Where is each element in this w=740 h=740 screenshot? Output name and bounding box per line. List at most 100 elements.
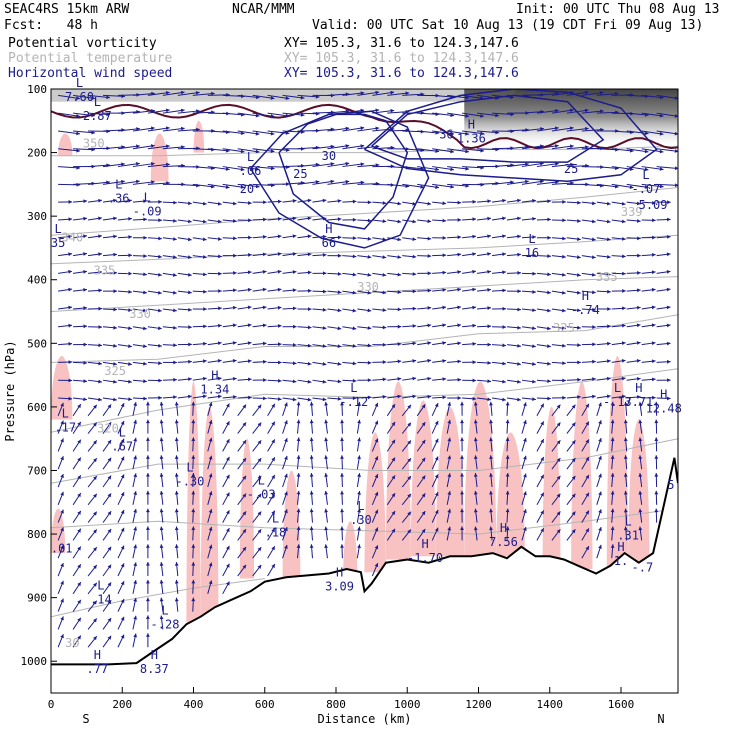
wind-arrow bbox=[654, 490, 659, 505]
wind-arrow bbox=[147, 218, 162, 223]
wind-arrow bbox=[102, 475, 112, 488]
wind-arrow bbox=[641, 200, 656, 205]
wind-arrow bbox=[252, 112, 275, 118]
wind-arrow bbox=[489, 419, 493, 434]
wind-arrow bbox=[551, 200, 566, 204]
wind-arrow bbox=[489, 401, 493, 416]
wind-arrow bbox=[162, 218, 177, 223]
wind-arrow bbox=[117, 598, 125, 612]
wind-arrow bbox=[417, 306, 432, 310]
wind-arrow bbox=[58, 323, 73, 328]
wind-arrow bbox=[387, 307, 402, 312]
wind-arrow bbox=[58, 287, 73, 292]
wind-arrow bbox=[387, 255, 402, 259]
wind-arrow bbox=[237, 511, 247, 523]
extremum-value: -.07 bbox=[631, 182, 660, 196]
wind-arrow bbox=[656, 252, 671, 257]
wind-arrow bbox=[297, 288, 312, 293]
wind-arrow bbox=[417, 201, 432, 206]
wind-arrow bbox=[581, 342, 596, 347]
wind-arrow bbox=[191, 419, 196, 434]
wind-arrow bbox=[654, 437, 659, 452]
wind-arrow bbox=[222, 581, 230, 595]
pv-shading bbox=[364, 432, 386, 573]
wind-arrow bbox=[521, 326, 536, 331]
wind-arrow bbox=[505, 455, 510, 470]
field-pv-xy: XY= 105.3, 31.6 to 124.3,147.6 bbox=[284, 36, 519, 51]
wind-arrow bbox=[57, 456, 64, 470]
extremum-type: L bbox=[55, 222, 62, 236]
wind-arrow bbox=[521, 308, 536, 313]
wind-arrow bbox=[159, 526, 164, 541]
wind-arrow bbox=[536, 308, 551, 313]
wind-arrow bbox=[174, 508, 179, 523]
field-wind-xy: XY= 105.3, 31.6 to 124.3,147.6 bbox=[284, 66, 519, 81]
wind-arrow bbox=[536, 403, 545, 417]
wind-arrow bbox=[342, 162, 365, 168]
wind-arrow bbox=[324, 455, 329, 470]
wind-arrow bbox=[626, 358, 641, 363]
extremum-value: 20 bbox=[240, 182, 254, 196]
wind-arrow bbox=[177, 219, 192, 224]
wind-arrow bbox=[551, 218, 566, 223]
wind-arrow bbox=[132, 633, 138, 648]
wind-arrow bbox=[447, 130, 469, 136]
y-tick-label: 200 bbox=[27, 147, 47, 160]
wind-arrow bbox=[207, 473, 213, 488]
x-tick-label: 1200 bbox=[465, 698, 492, 711]
wind-arrow bbox=[536, 396, 551, 401]
wind-arrow bbox=[87, 252, 102, 257]
wind-arrow bbox=[132, 396, 147, 401]
wind-arrow bbox=[72, 617, 82, 630]
wind-arrow bbox=[282, 402, 288, 416]
wind-arrow bbox=[551, 493, 561, 506]
wind-arrow bbox=[641, 377, 656, 382]
wind-arrow bbox=[416, 404, 426, 417]
wind-arrow bbox=[401, 404, 412, 417]
wind-arrow bbox=[551, 108, 574, 114]
wind-arrow bbox=[102, 421, 112, 434]
wind-arrow bbox=[521, 271, 536, 276]
wind-arrow bbox=[312, 361, 327, 366]
wind-arrow bbox=[177, 90, 200, 96]
wind-arrow bbox=[596, 455, 602, 470]
wind-arrow bbox=[207, 508, 213, 523]
wind-arrow bbox=[102, 234, 117, 239]
wind-arrow bbox=[581, 510, 590, 523]
wind-arrow bbox=[596, 394, 611, 399]
extremum-value: .06 bbox=[240, 164, 262, 178]
wind-arrow bbox=[462, 396, 477, 401]
wind-arrow bbox=[611, 358, 626, 363]
extremum-type: H bbox=[500, 521, 507, 535]
extremum-marker: 5 bbox=[667, 478, 674, 492]
wind-arrow bbox=[610, 455, 615, 470]
wind-arrow bbox=[402, 306, 417, 311]
wind-arrow bbox=[342, 378, 357, 383]
wind-arrow bbox=[57, 634, 64, 648]
wind-arrow bbox=[536, 361, 551, 366]
wind-arrow bbox=[551, 290, 566, 295]
wind-arrow bbox=[489, 473, 493, 488]
wind-arrow bbox=[72, 421, 82, 434]
wind-arrow bbox=[386, 421, 396, 434]
wind-arrow bbox=[536, 272, 551, 277]
wind-arrow bbox=[581, 237, 596, 242]
wind-arrow bbox=[492, 325, 507, 329]
wind-arrow bbox=[192, 341, 207, 346]
wind-arrow bbox=[102, 635, 112, 648]
wind-arrow bbox=[462, 252, 477, 257]
wind-arrow bbox=[566, 395, 581, 400]
theta-label: 335 bbox=[94, 264, 116, 278]
wind-arrow bbox=[207, 341, 222, 346]
wind-arrow bbox=[145, 633, 150, 648]
wind-arrow bbox=[623, 437, 628, 452]
extremum-marker: L.36 bbox=[108, 178, 130, 206]
wind-arrow bbox=[447, 270, 462, 274]
wind-arrow bbox=[656, 341, 671, 346]
wind-arrow bbox=[252, 440, 262, 452]
pv-shading bbox=[193, 120, 205, 153]
x-tick-label: 200 bbox=[112, 698, 132, 711]
wind-arrow bbox=[611, 183, 634, 189]
wind-arrow bbox=[267, 474, 276, 488]
extremum-marker: L-.03 bbox=[247, 473, 276, 501]
